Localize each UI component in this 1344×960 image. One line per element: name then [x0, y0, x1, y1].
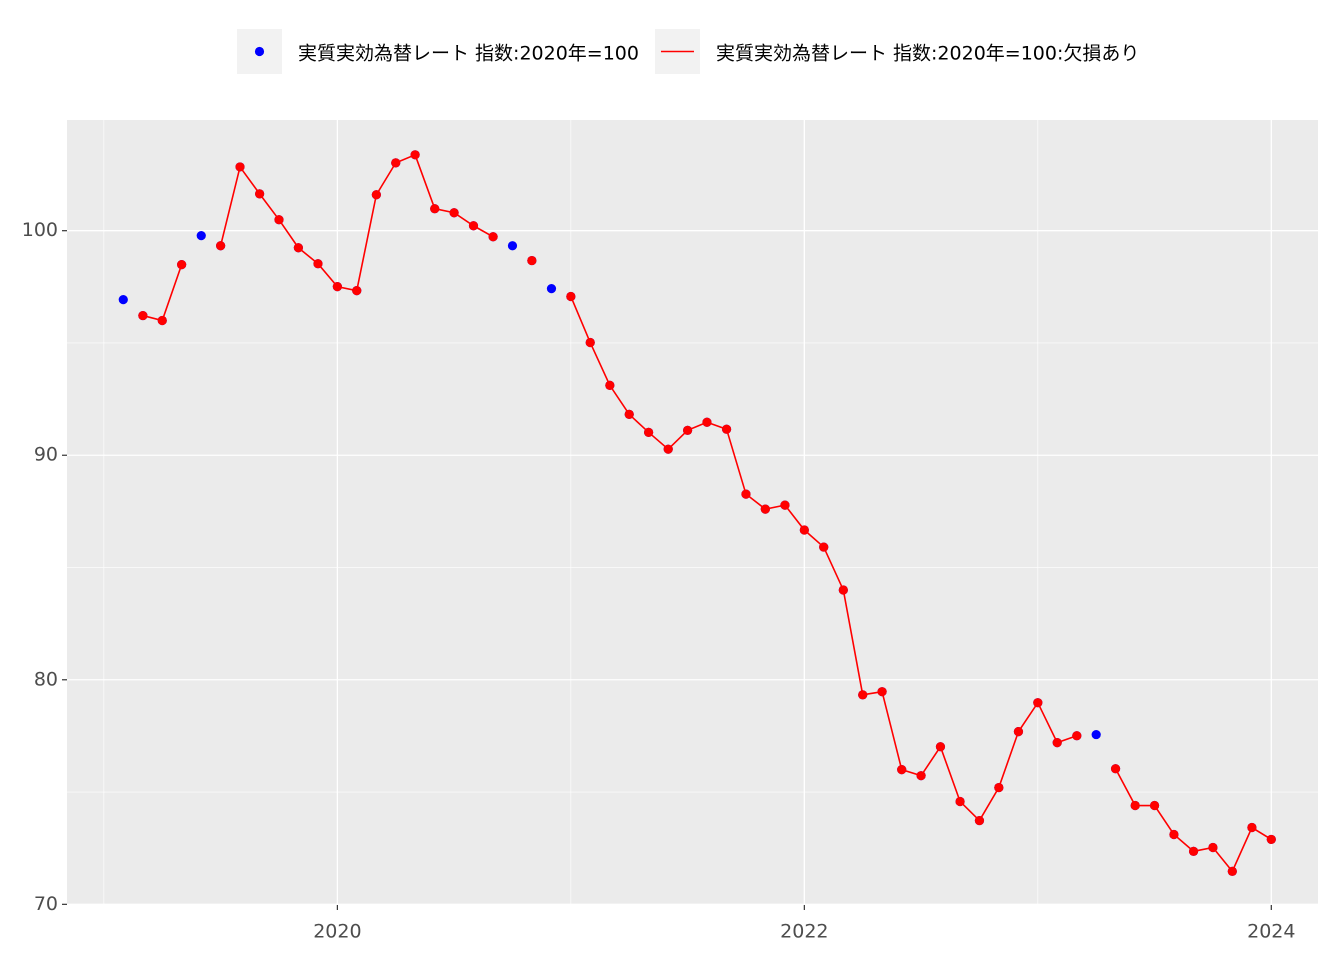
y-tick-label: 90	[34, 444, 58, 466]
x-tick-label: 2022	[780, 921, 828, 943]
data-point	[391, 158, 401, 168]
data-point	[1208, 842, 1218, 853]
data-point	[1188, 846, 1199, 856]
data-point	[313, 259, 323, 269]
data-point	[585, 337, 595, 348]
data-point	[682, 425, 693, 435]
data-point	[177, 260, 187, 270]
y-tick-label: 70	[34, 893, 58, 915]
data-point	[255, 189, 265, 199]
data-point	[430, 204, 440, 214]
data-point	[1072, 731, 1082, 741]
data-point	[216, 241, 226, 251]
data-point	[1227, 866, 1237, 876]
data-point	[1091, 729, 1101, 740]
data-point	[663, 444, 673, 454]
data-point	[546, 284, 557, 294]
data-point	[527, 255, 537, 266]
data-point	[955, 796, 965, 807]
data-point	[449, 208, 459, 218]
data-point	[1247, 822, 1257, 833]
legend-label: 実質実効為替レート 指数:2020年=100:欠損あり	[716, 43, 1139, 65]
data-point	[118, 295, 128, 305]
data-point	[994, 782, 1004, 793]
data-point	[371, 190, 381, 200]
data-point	[1033, 698, 1043, 708]
data-point	[1149, 800, 1160, 811]
data-point	[196, 231, 206, 241]
data-point	[1052, 738, 1062, 748]
x-tick-label: 2024	[1247, 921, 1295, 943]
data-point	[897, 765, 907, 775]
data-point	[624, 409, 634, 419]
data-point	[488, 232, 498, 242]
legend-label: 実質実効為替レート 指数:2020年=100	[298, 43, 639, 65]
y-tick-label: 100	[22, 219, 58, 241]
data-point	[410, 150, 420, 160]
data-point	[507, 241, 518, 251]
data-point	[838, 585, 848, 595]
data-point	[235, 162, 245, 172]
data-point	[702, 417, 712, 427]
data-point	[566, 291, 576, 302]
data-point	[468, 221, 479, 231]
y-tick-label: 80	[34, 668, 58, 690]
data-point	[819, 542, 829, 552]
data-point	[858, 690, 868, 700]
data-point	[644, 427, 654, 437]
data-point	[332, 282, 342, 292]
x-tick-label: 2020	[313, 921, 361, 943]
legend-point	[254, 46, 265, 57]
data-point	[974, 815, 985, 826]
panel	[67, 120, 1318, 905]
data-point	[935, 742, 946, 752]
data-point	[1110, 764, 1121, 774]
data-point	[605, 380, 615, 391]
data-point	[1266, 834, 1276, 845]
data-point	[799, 525, 809, 535]
data-point	[760, 504, 770, 514]
data-point	[780, 500, 790, 510]
data-point	[721, 424, 732, 434]
data-point	[157, 315, 167, 326]
data-point	[138, 310, 148, 321]
data-point	[1169, 829, 1179, 840]
data-point	[352, 286, 362, 296]
data-point	[877, 687, 887, 697]
data-point	[1013, 727, 1024, 737]
data-point	[741, 489, 751, 499]
data-point	[293, 243, 303, 253]
data-point	[916, 771, 926, 781]
data-point	[1130, 800, 1140, 811]
data-point	[274, 215, 284, 225]
